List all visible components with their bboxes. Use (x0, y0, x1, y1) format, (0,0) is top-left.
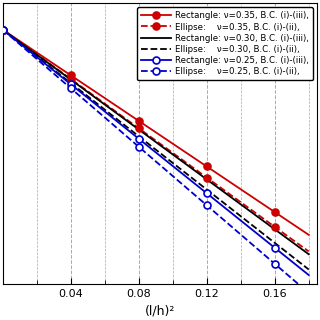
Legend: Rectangle: ν=0.35, B.C. (i)-(iii),, Ellipse:    ν=0.35, B.C. (i)-(ii),, Rectangl: Rectangle: ν=0.35, B.C. (i)-(iii),, Elli… (137, 7, 313, 80)
X-axis label: (l/h)²: (l/h)² (145, 304, 175, 317)
